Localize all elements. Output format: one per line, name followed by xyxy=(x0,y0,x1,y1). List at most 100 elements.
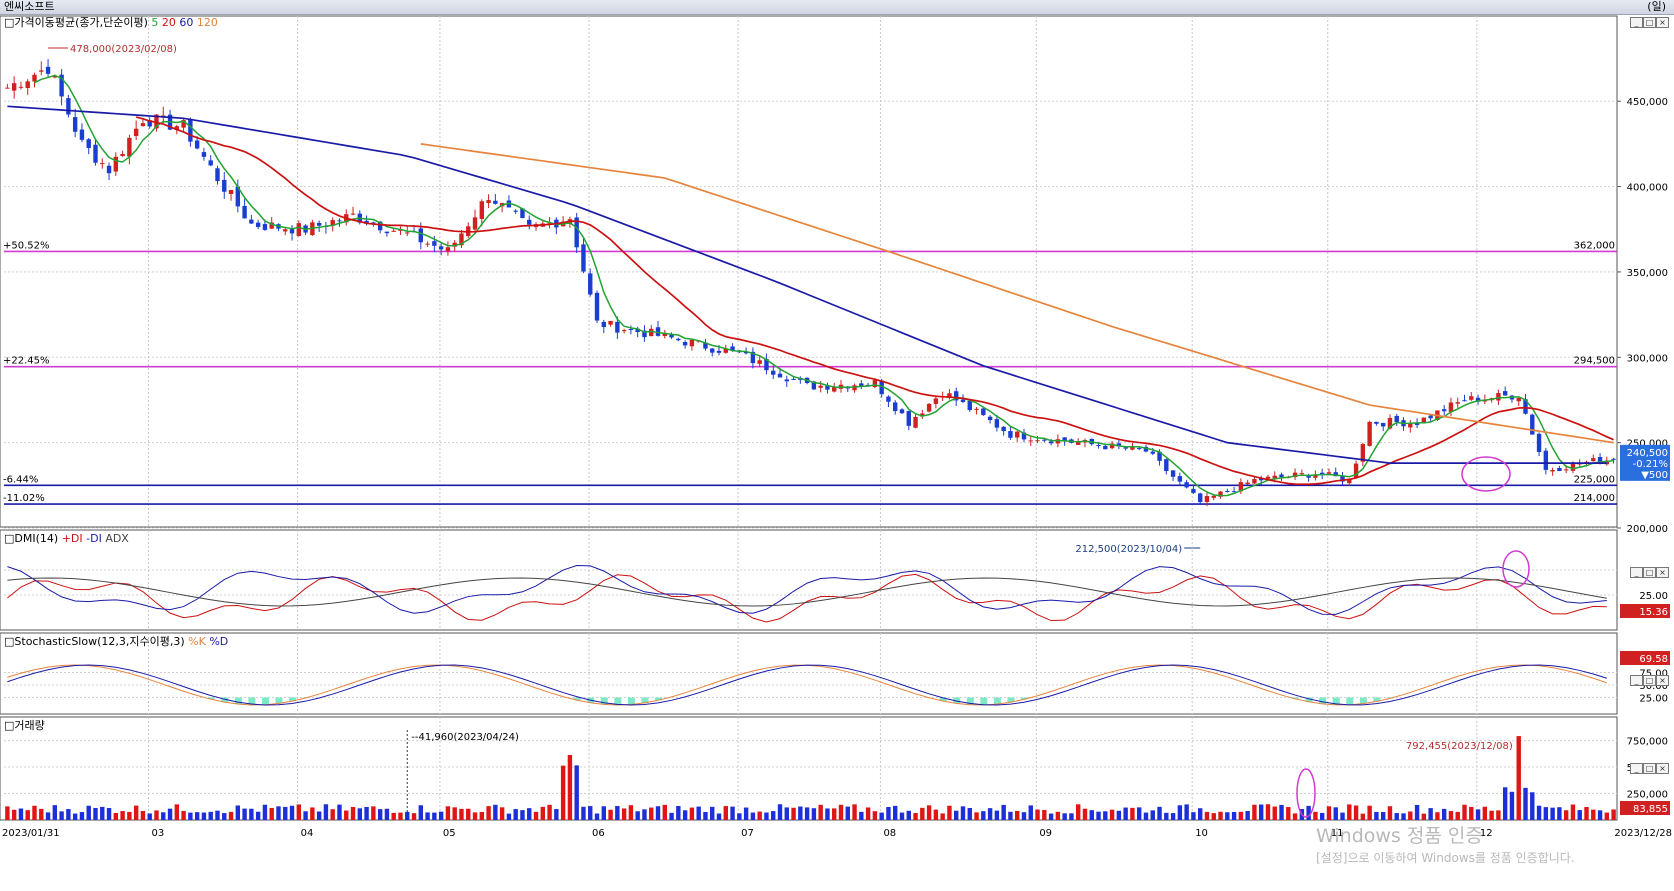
volume-bar xyxy=(459,808,464,820)
candle-body xyxy=(1408,423,1413,428)
candle-body xyxy=(662,332,667,337)
candle-body xyxy=(1563,469,1569,471)
candle-body xyxy=(1313,474,1318,478)
volume-bar xyxy=(804,807,810,820)
volume-bar xyxy=(588,806,593,820)
volume-bar xyxy=(1448,811,1454,820)
candle-body xyxy=(743,351,749,354)
candle-body xyxy=(703,342,708,349)
adx-line xyxy=(7,577,1607,607)
volume-bar xyxy=(242,808,247,820)
dmi-pane-minimize-button[interactable]: _ xyxy=(1630,567,1643,578)
volume-bar xyxy=(391,812,396,820)
volume-pane-close-button[interactable]: × xyxy=(1656,763,1669,774)
candle-body xyxy=(520,208,525,219)
price-y-tick-label: 300,000 xyxy=(1627,353,1668,364)
volume-bar xyxy=(296,804,302,820)
stoch-pane-minimize-button[interactable]: _ xyxy=(1630,675,1643,686)
candle-body xyxy=(25,81,30,89)
candle-body xyxy=(1469,396,1474,400)
candle-body xyxy=(1096,445,1101,447)
volume-bar xyxy=(154,810,159,820)
volume-bar xyxy=(1530,792,1535,820)
price-y-tick-label: 450,000 xyxy=(1627,97,1668,108)
volume-bar xyxy=(764,812,769,820)
candle-body xyxy=(11,83,17,91)
volume-bar xyxy=(771,811,776,820)
volume-pane-minimize-button[interactable]: _ xyxy=(1630,763,1643,774)
volume-bar xyxy=(445,806,451,820)
volume-bar xyxy=(1157,806,1162,820)
candle-body xyxy=(133,128,139,137)
candle-body xyxy=(1502,391,1508,396)
candle-body xyxy=(621,330,627,332)
volume-bar xyxy=(1591,809,1596,820)
stoch-pane-close-button[interactable]: × xyxy=(1656,675,1669,686)
volume-bar xyxy=(140,810,146,820)
volume-bar xyxy=(1387,806,1393,820)
oversold-fill xyxy=(966,697,974,705)
volume-bar xyxy=(906,810,911,820)
price-level-value: 294,500 xyxy=(1574,356,1615,367)
volume-bar xyxy=(194,812,200,820)
candle-body xyxy=(120,153,125,157)
volume-bar xyxy=(696,806,701,820)
price-pane-maximize-button[interactable]: □ xyxy=(1643,17,1656,28)
volume-bar xyxy=(1238,811,1244,820)
low-annotation: 212,500(2023/10/04) xyxy=(1075,544,1182,555)
volume-bar xyxy=(730,806,735,820)
candle-body xyxy=(628,329,634,331)
oversold-fill xyxy=(655,697,663,701)
volume-bar xyxy=(527,808,532,820)
volume-value-tag xyxy=(1620,801,1670,815)
candle-body xyxy=(757,360,762,364)
candle-body xyxy=(222,179,227,192)
volume-bar xyxy=(893,805,898,820)
candle-body xyxy=(1326,472,1332,474)
candle-body xyxy=(947,393,952,399)
candle-body xyxy=(486,200,491,204)
volume-pane-maximize-button[interactable]: □ xyxy=(1643,763,1656,774)
volume-bar xyxy=(967,807,972,820)
candle-body xyxy=(1441,409,1447,412)
candle-body xyxy=(283,229,288,232)
candle-body xyxy=(472,217,478,230)
candle-body xyxy=(879,380,884,395)
dmi-pane-maximize-button[interactable]: □ xyxy=(1643,567,1656,578)
volume-bar xyxy=(1109,809,1115,820)
pane-frame xyxy=(0,632,1618,715)
stoch-y-tick-label: 50.00 xyxy=(1639,681,1668,692)
volume-bar xyxy=(350,806,356,820)
dmi-pane-close-button[interactable]: × xyxy=(1656,567,1669,578)
candle-body xyxy=(1231,491,1237,493)
volume-bar xyxy=(486,806,491,820)
price-pane-close-button[interactable]: × xyxy=(1656,17,1669,28)
candle-body xyxy=(113,156,119,172)
volume-bar xyxy=(1563,810,1569,820)
candle-body xyxy=(1062,437,1067,442)
volume-bar xyxy=(1055,811,1061,820)
volume-bar xyxy=(852,804,857,820)
stock-chart[interactable]: 450,000 400,000 350,000 300,000 250,000 200,0… xyxy=(0,14,1674,891)
price-pane-minimize-button[interactable]: _ xyxy=(1630,17,1643,28)
volume-bar xyxy=(954,810,959,820)
volume-bar xyxy=(201,812,207,820)
candle-body xyxy=(255,222,261,227)
volume-bar xyxy=(865,807,871,820)
volume-bar xyxy=(1543,807,1549,820)
volume-bar xyxy=(1150,810,1155,820)
volume-bar xyxy=(127,811,132,820)
candle-body xyxy=(723,348,728,353)
candle-body xyxy=(689,339,695,347)
stoch-pane-maximize-button[interactable]: □ xyxy=(1643,675,1656,686)
price-level-pct: +50.52% xyxy=(3,240,50,251)
volume-bar xyxy=(1353,805,1359,820)
volume-bar xyxy=(662,804,667,820)
volume-bar xyxy=(249,808,254,820)
volume-high-annotation: 792,455(2023/12/08) xyxy=(1406,741,1513,752)
volume-bar xyxy=(1204,811,1210,820)
volume-bar xyxy=(418,805,424,820)
candle-body xyxy=(127,137,132,157)
volume-bar xyxy=(1218,811,1223,820)
volume-bar xyxy=(1577,810,1582,820)
